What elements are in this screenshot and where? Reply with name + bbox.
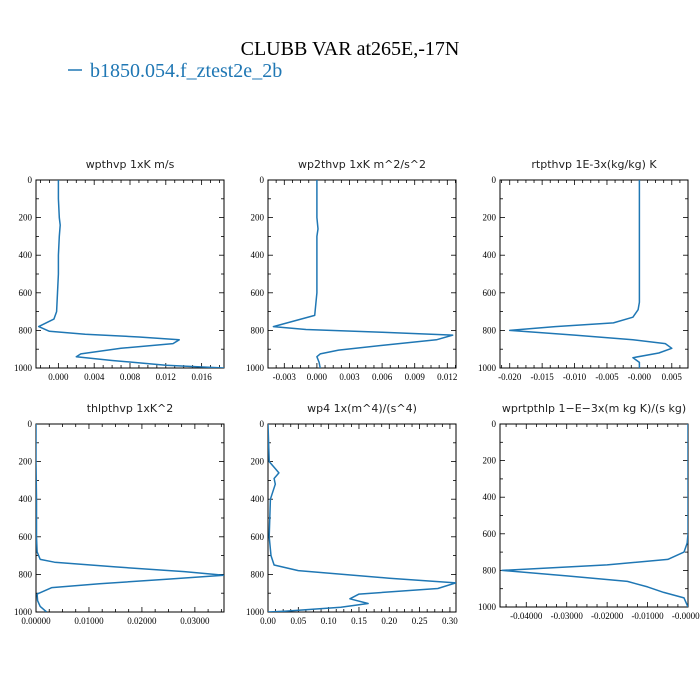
y-tick-label: 200 [19,457,33,467]
y-tick-label: 1000 [478,363,497,373]
y-tick-label: 1000 [246,363,265,373]
x-tick-label: 0.004 [84,372,105,382]
x-tick-label: 0.15 [351,616,367,626]
y-tick-label: 400 [483,492,497,502]
panel-6: wprtpthlp 1−E−3x(m kg K)/(s kg) 0 200 400 60… [478,402,700,621]
y-tick-label: 600 [251,532,265,542]
y-tick-label: 400 [251,250,265,260]
y-tick-label: 200 [251,213,265,223]
panel-title: thlpthvp 1xK^2 [87,402,174,415]
plot-frame [267,179,457,369]
x-tick-label: 0.00000 [21,616,51,626]
y-tick-label: 800 [483,325,497,335]
series-line [272,180,454,368]
x-tick-label: -0.03000 [551,611,584,621]
x-tick-label: 0.005 [662,372,683,382]
y-tick-label: 600 [251,288,265,298]
plot-frame [499,179,689,369]
x-tick-label: 0.10 [321,616,337,626]
x-tick-label: 0.000 [307,372,328,382]
x-tick-label: 0.03000 [180,616,210,626]
series-line [36,424,224,612]
x-tick-label: 0.02000 [127,616,157,626]
y-tick-label: 200 [19,213,33,223]
y-tick-label: 400 [483,250,497,260]
y-tick-label: 0 [492,175,497,185]
y-tick-label: 600 [19,532,33,542]
panel-title: wp4 1x(m^4)/(s^4) [307,402,417,415]
x-tick-label: 0.20 [381,616,397,626]
x-tick-label: 0.003 [339,372,360,382]
y-tick-label: 800 [251,569,265,579]
legend-label: b1850.054.f_ztest2e_2b [90,60,282,82]
y-tick-label: 0 [28,175,33,185]
panel-title: rtpthvp 1E-3x(kg/kg) K [531,158,657,171]
x-tick-label: -0.015 [531,372,555,382]
series-line [501,424,688,607]
y-tick-label: 0 [28,419,33,429]
x-tick-label: -0.02000 [591,611,624,621]
panel-2: wp2thvp 1xK m^2/s^2 0 200 400 600 800 1000 -0.0… [246,158,457,382]
x-tick-label: -0.010 [563,372,587,382]
panel-1: wpthvp 1xK m/s 0 200 400 600 800 1000 0.000 0.00… [14,158,225,382]
y-tick-label: 800 [19,325,33,335]
panel-3: rtpthvp 1E-3x(kg/kg) K02004006008001000-… [478,158,689,382]
x-tick-label: 0.000 [48,372,69,382]
plot-frame [499,423,689,608]
x-tick-label: -0.005 [595,372,619,382]
series-line [37,180,224,368]
series-line [268,424,456,612]
y-tick-label: 1000 [246,607,265,617]
x-tick-label: 0.012 [156,372,176,382]
y-tick-label: 800 [483,565,497,575]
x-tick-label: 0.008 [120,372,141,382]
legend: b1850.054.f_ztest2e_2b [68,60,282,82]
y-tick-label: 200 [251,457,265,467]
series-line [508,180,673,368]
x-tick-label: 0.05 [290,616,306,626]
y-tick-label: 800 [251,325,265,335]
plot-frame [35,179,225,369]
panel-title: wp2thvp 1xK m^2/s^2 [298,158,426,171]
y-tick-label: 600 [483,288,497,298]
x-tick-label: 0.25 [412,616,428,626]
panel-title: wprtpthlp 1−E−3x(m kg K)/(s kg) [502,402,686,415]
x-tick-label: 0.01000 [74,616,104,626]
y-tick-label: 200 [483,456,497,466]
x-tick-label: -0.01000 [631,611,664,621]
y-tick-label: 400 [19,250,33,260]
y-tick-label: 400 [19,494,33,504]
x-tick-label: -0.00000 [672,611,700,621]
y-tick-label: 800 [19,569,33,579]
y-tick-label: 600 [19,288,33,298]
y-tick-label: 400 [251,494,265,504]
plot-frame [267,423,457,613]
x-tick-label: 0.016 [191,372,212,382]
y-tick-label: 1000 [478,602,497,612]
plot-frame [35,423,225,613]
y-tick-label: 0 [492,419,497,429]
y-tick-label: 0 [260,175,265,185]
x-tick-label: -0.04000 [510,611,543,621]
y-tick-label: 1000 [14,363,33,373]
x-tick-label: 0.012 [437,372,457,382]
x-tick-label: -0.003 [273,372,297,382]
x-tick-label: 0.00 [260,616,276,626]
x-tick-label: -0.020 [498,372,522,382]
x-tick-label: 0.009 [405,372,426,382]
y-tick-label: 1000 [14,607,33,617]
y-tick-label: 0 [260,419,265,429]
y-tick-label: 600 [483,529,497,539]
x-tick-label: -0.000 [628,372,652,382]
x-tick-label: 0.30 [442,616,458,626]
panel-title: wpthvp 1xK m/s [86,158,175,171]
x-tick-label: 0.006 [372,372,393,382]
figure-title: CLUBB VAR at265E,-17N [241,38,460,60]
y-tick-label: 200 [483,213,497,223]
